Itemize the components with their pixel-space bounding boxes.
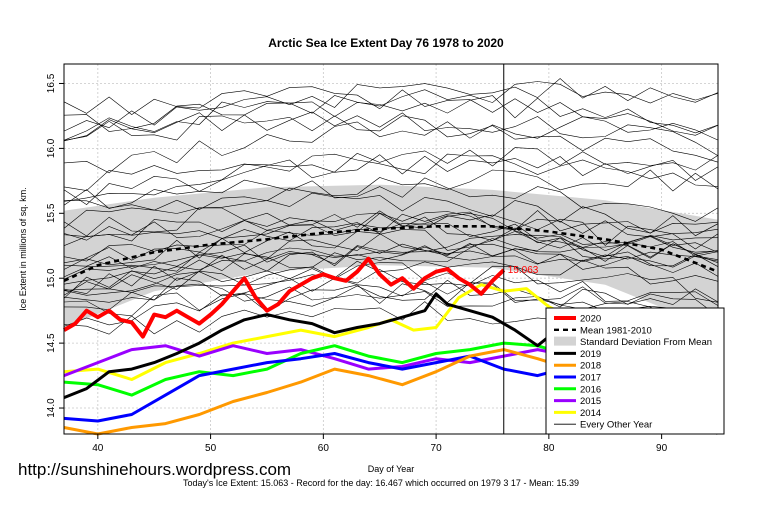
legend-label: 2016 [580,384,601,395]
y-tick-label: 16.5 [46,73,57,93]
footer-text: Today's Ice Extent: 15.063 - Record for … [183,478,579,488]
other-year-line [63,115,719,163]
other-year-line [63,86,719,136]
other-year-line [63,210,719,270]
x-tick-label: 60 [318,443,330,454]
other-year-line [63,207,719,257]
other-year-line [63,279,719,317]
other-year-line [63,291,719,328]
legend-label: 2017 [580,373,601,384]
other-year-line [63,192,719,234]
x-axis-ticks: 40 50 60 70 80 90 [92,434,668,454]
other-year-line [63,243,719,285]
other-year-line [63,153,719,191]
x-axis-label: Day of Year [368,464,415,474]
legend-label: Standard Deviation From Mean [580,337,712,348]
x-tick-label: 50 [205,443,217,454]
legend-label: Every Other Year [580,420,652,431]
other-year-line [63,169,719,229]
legend-label: 2014 [580,408,601,419]
legend-label: Mean 1981-2010 [580,325,652,336]
current-value-label: 15.063 [508,265,539,276]
other-year-line [63,147,719,205]
other-year-line [63,262,719,303]
y-tick-label: 15.0 [46,268,57,288]
x-tick-label: 70 [431,443,443,454]
y-axis-ticks: 14.0 14.5 15.0 15.5 16.0 16.5 [46,73,64,418]
other-year-line [63,213,719,250]
y-tick-label: 16.0 [46,138,57,158]
other-year-line [63,245,719,278]
x-tick-label: 90 [656,443,668,454]
plot-frame [63,63,719,435]
watermark: http://sunshinehours.wordpress.com [18,460,291,479]
other-year-line [63,111,719,157]
series-2020 [63,256,506,339]
legend-label: 2015 [580,396,601,407]
other-year-line [63,78,719,132]
legend-swatch-band [554,336,576,346]
other-year-line [63,229,719,280]
legend-label: 2020 [580,314,601,325]
other-year-line [63,177,719,222]
other-year-line [63,269,719,306]
y-tick-label: 14.5 [46,333,57,353]
y-axis-label: Ice Extent in millions of sq. km. [18,187,28,311]
other-year-line [63,95,719,134]
legend-label: 2018 [580,361,601,372]
other-year-line [63,116,719,174]
other-years-layer [63,78,719,335]
y-tick-label: 15.5 [46,203,57,223]
y-tick-label: 14.0 [46,398,57,418]
other-year-line [63,211,719,246]
other-year-line [63,231,719,267]
other-year-line [63,81,719,141]
x-tick-label: 80 [543,443,555,454]
x-tick-label: 40 [92,443,104,454]
other-year-line [63,154,719,202]
chart-title: Arctic Sea Ice Extent Day 76 1978 to 202… [268,36,504,50]
other-year-line [63,234,719,295]
legend-label: 2019 [580,349,601,360]
